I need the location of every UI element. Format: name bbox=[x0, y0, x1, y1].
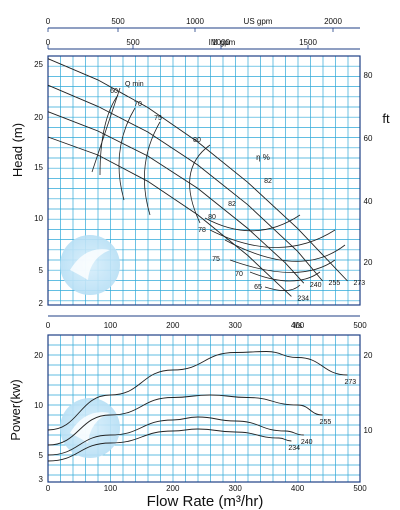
head-curve-label-255: 255 bbox=[329, 280, 341, 287]
power-frame bbox=[47, 334, 361, 483]
efficiency-curves bbox=[91, 87, 346, 291]
flow-rate-tick-label: 400 bbox=[291, 484, 305, 493]
imgpm-unit-label: IM gpm bbox=[209, 38, 236, 47]
ls-tick-label: 300 bbox=[229, 321, 243, 330]
imgpm-tick-label: 1000 bbox=[212, 38, 230, 47]
efficiency-curve-75 bbox=[144, 121, 161, 216]
power-curve-234 bbox=[47, 428, 292, 462]
efficiency-percent-label: η % bbox=[256, 153, 270, 162]
power-right-tick-label: 20 bbox=[364, 351, 373, 360]
usgpm-tick-label: 500 bbox=[111, 17, 125, 26]
ls-tick-label: 0 bbox=[46, 321, 51, 330]
imgpm-tick-label: 500 bbox=[126, 38, 140, 47]
efficiency-label: 65 bbox=[254, 284, 262, 291]
head-curve-273 bbox=[47, 58, 348, 282]
head-frame bbox=[47, 55, 361, 306]
head-curve-255 bbox=[47, 84, 323, 282]
efficiency-label: 75 bbox=[212, 256, 220, 263]
head-curve-240 bbox=[47, 111, 305, 284]
power-curve-240 bbox=[47, 416, 304, 456]
efficiency-curve-75b bbox=[229, 259, 336, 273]
power-y-axis-title: Power(kw) bbox=[8, 379, 23, 440]
flow-rate-tick-label: 200 bbox=[166, 484, 180, 493]
efficiency-label: 78 bbox=[198, 227, 206, 234]
head-curve-label-273: 273 bbox=[354, 280, 366, 287]
head-curve-label-234: 234 bbox=[297, 295, 309, 302]
head-y-tick-label: 25 bbox=[34, 60, 43, 69]
head-y-tick-label: 5 bbox=[39, 266, 44, 275]
efficiency-curve-60 bbox=[99, 94, 119, 176]
power-curve-label-240: 240 bbox=[301, 439, 313, 446]
power-curve-273 bbox=[47, 351, 348, 431]
head-curve-234 bbox=[47, 136, 292, 297]
power-curve-255 bbox=[47, 394, 323, 446]
head-right-axis-title: ft bbox=[382, 111, 390, 126]
head-y-tick-label: 10 bbox=[34, 214, 43, 223]
head-y-tick-label: 15 bbox=[34, 163, 43, 172]
efficiency-label: 70 bbox=[235, 271, 243, 278]
head-y-tick-label: 2 bbox=[39, 299, 44, 308]
flow-rate-tick-label: 0 bbox=[46, 484, 51, 493]
imgpm-tick-label: 1500 bbox=[299, 38, 317, 47]
efficiency-label: 80 bbox=[208, 214, 216, 221]
grid bbox=[47, 55, 360, 482]
head-y-axis-title: Head (m) bbox=[10, 123, 25, 177]
usgpm-tick-label: 2000 bbox=[324, 17, 342, 26]
power-curve-label-255: 255 bbox=[320, 419, 332, 426]
qmin-label: Q min bbox=[125, 81, 144, 88]
power-right-tick-label: 10 bbox=[364, 426, 373, 435]
head-y-tick-label: 20 bbox=[34, 113, 43, 122]
power-y-tick-label: 10 bbox=[34, 401, 43, 410]
x-axis-title: Flow Rate (m³/hr) bbox=[147, 493, 264, 510]
curves bbox=[47, 58, 348, 462]
efficiency-label: 80 bbox=[193, 137, 201, 144]
flow-rate-tick-label: 300 bbox=[229, 484, 243, 493]
efficiency-curve-78 bbox=[224, 239, 346, 262]
power-curve-label-273: 273 bbox=[345, 379, 357, 386]
head-ft-tick-label: 60 bbox=[364, 134, 373, 143]
efficiency-label: 82 bbox=[228, 201, 236, 208]
efficiency-curve-80b bbox=[209, 229, 336, 248]
ls-tick-label: 400 bbox=[291, 321, 305, 330]
power-y-tick-label: 20 bbox=[34, 351, 43, 360]
head-ft-tick-label: 80 bbox=[364, 71, 373, 80]
efficiency-curve-80 bbox=[189, 144, 211, 224]
efficiency-label: 75 bbox=[154, 115, 162, 122]
power-y-tick-label: 3 bbox=[39, 475, 44, 484]
ls-tick-label: 200 bbox=[166, 321, 180, 330]
head-ft-tick-label: 20 bbox=[364, 258, 373, 267]
frames bbox=[47, 27, 361, 483]
efficiency-curve-70b bbox=[249, 271, 321, 282]
efficiency-label: 82 bbox=[264, 178, 272, 185]
usgpm-tick-label: 1000 bbox=[186, 17, 204, 26]
ls-tick-label: 500 bbox=[353, 321, 367, 330]
ls-unit-label: l/s bbox=[294, 321, 302, 330]
power-curve-label-234: 234 bbox=[288, 445, 300, 452]
flow-rate-tick-label: 500 bbox=[353, 484, 367, 493]
ls-tick-label: 100 bbox=[104, 321, 118, 330]
efficiency-curve-70 bbox=[118, 107, 136, 201]
head-curve-label-240: 240 bbox=[310, 282, 322, 289]
watermark-logo bbox=[60, 235, 120, 458]
power-y-tick-label: 5 bbox=[39, 451, 44, 460]
qmin-line bbox=[91, 87, 121, 173]
efficiency-label: 70 bbox=[134, 101, 142, 108]
usgpm-tick-label: 0 bbox=[46, 17, 51, 26]
imgpm-tick-label: 0 bbox=[46, 38, 51, 47]
flow-rate-tick-label: 100 bbox=[104, 484, 118, 493]
efficiency-curve-82 bbox=[204, 214, 301, 232]
efficiency-label: 60 bbox=[110, 88, 118, 95]
usgpm-unit-label: US gpm bbox=[244, 17, 273, 26]
head-ft-tick-label: 40 bbox=[364, 197, 373, 206]
efficiency-curve-65 bbox=[264, 284, 301, 291]
